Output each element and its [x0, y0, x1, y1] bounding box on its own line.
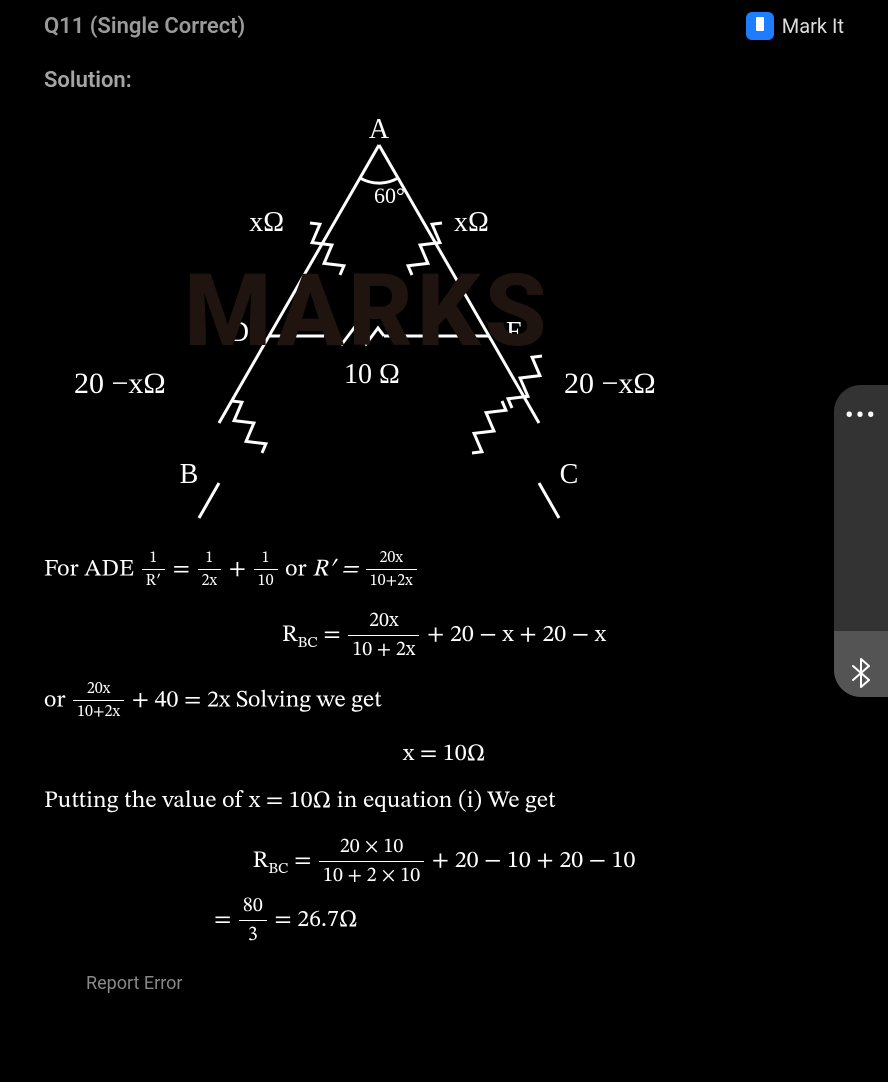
svg-text:xΩ: xΩ — [454, 207, 489, 238]
svg-text:E: E — [506, 317, 523, 348]
svg-text:xΩ: xΩ — [249, 207, 284, 238]
svg-text:C: C — [560, 459, 579, 490]
equation-line-6: RBC = 20 × 1010 + 2 × 10 + 20 − 10 + 20 … — [44, 833, 844, 890]
side-panel: ••• — [834, 385, 888, 697]
equation-line-7: = 803 = 26.7Ω — [44, 892, 844, 949]
circuit-diagram-svg: A 60° xΩ xΩ D E 10 Ω 20 −xΩ 20 −xΩ B C — [44, 103, 844, 533]
svg-text:D: D — [229, 317, 249, 348]
solution-heading: Solution: — [44, 68, 844, 93]
more-icon: ••• — [845, 403, 877, 631]
equation-line-3: or 20x10+2x + 40 = 2x Solving we get — [44, 678, 844, 724]
svg-text:20 −xΩ: 20 −xΩ — [74, 367, 166, 400]
equation-line-5: Putting the value of x = 10Ω in equation… — [44, 785, 844, 819]
svg-text:20 −xΩ: 20 −xΩ — [564, 367, 656, 400]
bookmark-icon — [746, 12, 774, 40]
solution-diagram: MARKS — [44, 103, 844, 533]
svg-text:B: B — [180, 459, 199, 490]
svg-text:A: A — [369, 114, 390, 145]
svg-text:60°: 60° — [374, 183, 405, 208]
mark-it-button[interactable]: Mark It — [746, 12, 844, 40]
svg-text:10 Ω: 10 Ω — [344, 359, 400, 390]
question-label: Q11 (Single Correct) — [44, 14, 245, 39]
mark-it-label: Mark It — [782, 14, 844, 38]
bluetooth-icon — [850, 658, 872, 688]
equation-line-4: x = 10Ω — [44, 738, 844, 772]
equation-line-2: RBC = 20x10 + 2x + 20 − x + 20 − x — [44, 607, 844, 664]
equation-line-1: For ADE 1R′ = 12x + 110 or R′ = 20x10+2x — [44, 547, 844, 593]
report-error-link[interactable]: Report Error — [86, 973, 844, 994]
header-row: Q11 (Single Correct) Mark It — [44, 12, 844, 40]
more-button[interactable]: ••• — [834, 385, 888, 631]
bluetooth-button[interactable] — [834, 631, 888, 697]
